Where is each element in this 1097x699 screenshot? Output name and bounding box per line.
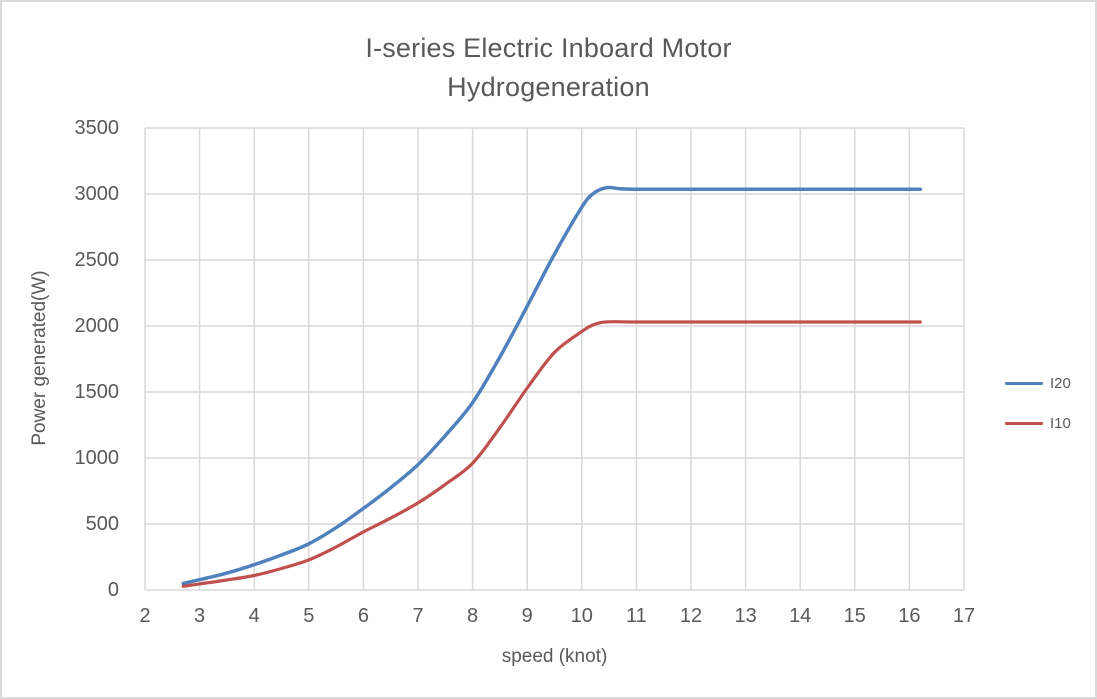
x-tick-label-2: 2 <box>139 605 151 627</box>
legend-line-swatch-i10 <box>1005 421 1043 425</box>
x-tick-label-15: 15 <box>843 605 866 627</box>
legend: I20 I10 <box>1005 374 1071 454</box>
x-tick-label-11: 11 <box>626 605 647 627</box>
legend-label-i20: I20 <box>1050 374 1071 392</box>
y-axis-title: Power generated(W) <box>29 270 50 446</box>
x-tick-label-3: 3 <box>194 605 206 627</box>
x-tick-label-16: 16 <box>898 605 921 627</box>
x-tick-label-6: 6 <box>357 605 369 627</box>
y-tick-label-3000: 3000 <box>74 183 120 205</box>
y-tick-label-3500: 3500 <box>74 117 120 139</box>
y-tick-label-2500: 2500 <box>74 249 120 271</box>
x-tick-label-17: 17 <box>952 605 976 627</box>
x-tick-label-8: 8 <box>467 605 479 627</box>
x-tick-label-7: 7 <box>412 605 424 627</box>
y-tick-label-0: 0 <box>107 579 119 601</box>
x-tick-label-5: 5 <box>303 605 315 627</box>
y-tick-label-1500: 1500 <box>74 381 120 403</box>
chart-title-line1: I-series Electric Inboard Motor <box>365 33 732 63</box>
plot-area <box>144 127 965 591</box>
x-axis-title: speed (knot) <box>501 646 608 667</box>
chart-title-line2: Hydrogeneration <box>447 72 650 102</box>
y-tick-label-1000: 1000 <box>74 447 120 469</box>
x-tick-label-4: 4 <box>248 605 260 627</box>
x-tick-label-13: 13 <box>734 605 757 627</box>
plot-canvas <box>144 127 965 591</box>
y-tick-label-500: 500 <box>85 513 119 535</box>
x-tick-label-9: 9 <box>521 605 533 627</box>
x-tick-label-14: 14 <box>789 605 812 627</box>
legend-label-i10: I10 <box>1050 414 1071 432</box>
x-tick-label-10: 10 <box>570 605 593 627</box>
y-tick-label-2000: 2000 <box>74 315 120 337</box>
series-line-i20 <box>181 185 923 586</box>
legend-item-i20: I20 <box>1005 374 1071 392</box>
series-line-i10 <box>181 320 922 588</box>
legend-item-i10: I10 <box>1005 414 1071 432</box>
x-tick-label-12: 12 <box>679 605 703 627</box>
legend-line-swatch-i20 <box>1005 381 1043 385</box>
chart-title: I-series Electric Inboard Motor Hydrogen… <box>2 29 1095 107</box>
